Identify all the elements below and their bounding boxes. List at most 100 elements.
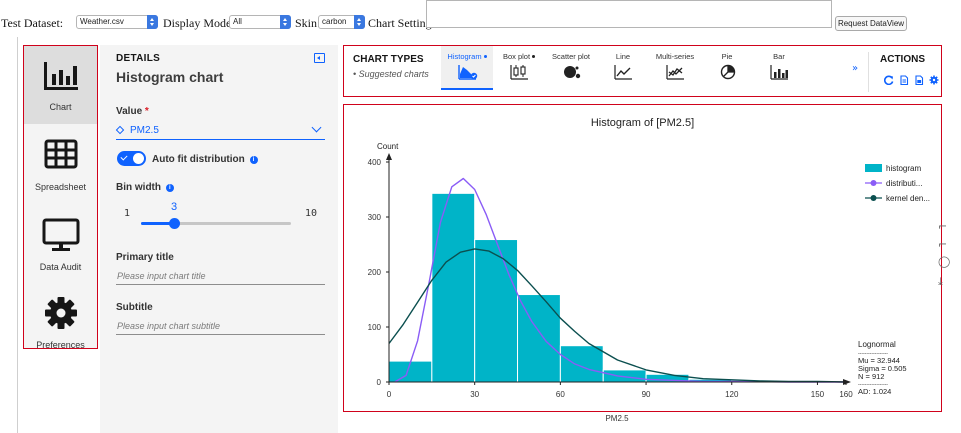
bin-width-max: 10 bbox=[305, 208, 318, 219]
primary-title-input[interactable] bbox=[116, 268, 325, 285]
annotation-footer: AD: 1.024 bbox=[858, 387, 891, 396]
slider-thumb[interactable] bbox=[169, 218, 181, 229]
annotation-separator: ------------------ bbox=[858, 382, 888, 388]
y-tick-label: 400 bbox=[368, 158, 382, 167]
x-tick-label: 150 bbox=[811, 390, 825, 399]
suggested-dot bbox=[532, 55, 536, 58]
auto-fit-label-text: Auto fit distribution bbox=[152, 154, 245, 165]
tab-line[interactable]: Line bbox=[597, 46, 649, 90]
skin-select[interactable]: carbon bbox=[318, 15, 365, 29]
chart-types-heading: CHART TYPES bbox=[353, 54, 424, 65]
document-icon[interactable] bbox=[899, 70, 909, 89]
nav-item-spreadsheet[interactable]: Spreadsheet bbox=[24, 126, 97, 204]
chart-panel: Histogram of [PM2.5] 0 100 200 300 400 0 30 60 9… bbox=[343, 104, 942, 412]
x-axis-arrow bbox=[843, 379, 851, 385]
page-divider bbox=[17, 37, 18, 433]
x-tick-label: 60 bbox=[556, 390, 565, 399]
pie-chart-icon bbox=[720, 64, 736, 80]
kernel-density-line bbox=[388, 248, 847, 383]
tab-box-plot[interactable]: Box plot bbox=[493, 46, 545, 90]
display-mode-select[interactable]: All bbox=[229, 15, 291, 29]
collapse-panel-icon[interactable] bbox=[314, 53, 325, 63]
legend-label: distributi... bbox=[886, 179, 922, 188]
tab-histogram[interactable]: Histogram bbox=[441, 46, 493, 90]
annotation-heading: Lognormal bbox=[858, 340, 896, 349]
nav-item-label: Preferences bbox=[36, 340, 85, 350]
dataset-select[interactable]: Weather.csv bbox=[76, 15, 158, 29]
primary-title-label: Primary title bbox=[116, 252, 174, 263]
tab-label: Line bbox=[615, 52, 631, 61]
tab-scatter-plot[interactable]: Scatter plot bbox=[545, 46, 597, 90]
crop-icon[interactable]: ⌐ bbox=[938, 220, 948, 233]
y-tick-label: 300 bbox=[368, 213, 382, 222]
subtitle-input[interactable] bbox=[116, 318, 325, 335]
gear-icon bbox=[45, 297, 77, 329]
chart-setting-textarea[interactable] bbox=[426, 0, 832, 28]
nav-item-data-audit[interactable]: Data Audit bbox=[24, 206, 97, 284]
nav-item-preferences[interactable]: Preferences bbox=[24, 284, 97, 362]
bin-width-min: 1 bbox=[124, 208, 131, 219]
value-label-text: Value bbox=[116, 106, 143, 117]
double-chevron-down-icon[interactable]: » bbox=[852, 63, 859, 74]
skin-label: Skin: bbox=[295, 16, 321, 30]
toggle-knob bbox=[133, 153, 144, 164]
x-tick-label: 160 bbox=[839, 390, 853, 399]
x-tick-label: 90 bbox=[642, 390, 651, 399]
bin-width-value: 3 bbox=[171, 201, 178, 213]
x-tick-label: 120 bbox=[725, 390, 739, 399]
x-tick-label: 30 bbox=[470, 390, 479, 399]
info-icon[interactable]: i bbox=[165, 184, 174, 192]
histogram-bar bbox=[602, 369, 647, 383]
chevron-down-icon bbox=[311, 122, 322, 133]
actions-divider bbox=[868, 52, 869, 92]
table-icon bbox=[44, 139, 78, 169]
image-export-icon[interactable] bbox=[914, 70, 924, 89]
subtitle-label: Subtitle bbox=[116, 302, 153, 313]
select-arrows-icon bbox=[280, 15, 291, 29]
y-tick-label: 0 bbox=[377, 378, 382, 387]
dataset-select-value: Weather.csv bbox=[80, 17, 124, 26]
suggested-dot bbox=[483, 55, 487, 58]
bin-width-slider[interactable] bbox=[141, 218, 291, 229]
suggested-charts-note: • Suggested charts bbox=[353, 69, 429, 79]
bar-chart-icon bbox=[770, 65, 788, 80]
x-tick-label: 0 bbox=[387, 390, 392, 399]
legend-marker bbox=[870, 180, 877, 186]
request-dataview-button[interactable]: Request DataView bbox=[835, 16, 907, 31]
auto-fit-toggle[interactable] bbox=[117, 151, 146, 166]
histogram-bar bbox=[474, 239, 519, 383]
chart-types-bar: CHART TYPES • Suggested charts Histogram… bbox=[343, 45, 942, 97]
y-axis-arrow bbox=[386, 153, 392, 160]
line-chart-icon bbox=[614, 65, 632, 80]
bin-width-label: Bin width i bbox=[116, 182, 174, 193]
info-icon[interactable]: i bbox=[249, 156, 258, 164]
legend-label: histogram bbox=[886, 164, 921, 173]
y-tick-label: 100 bbox=[368, 323, 382, 332]
value-field-label: Value * bbox=[116, 106, 149, 117]
actions-heading: ACTIONS bbox=[880, 54, 925, 65]
dataset-label: Test Dataset: bbox=[1, 16, 64, 30]
distribution-line bbox=[394, 177, 846, 383]
gear-icon[interactable] bbox=[929, 70, 939, 89]
nav-item-chart[interactable]: Chart bbox=[24, 46, 97, 124]
histogram-bar bbox=[559, 345, 604, 383]
reset-zoom-icon[interactable]: ◯ bbox=[938, 255, 951, 268]
download-icon[interactable]: ⤓ bbox=[938, 275, 943, 288]
multi-series-icon bbox=[666, 65, 684, 80]
tab-label: Pie bbox=[721, 52, 733, 61]
y-axis-title: Count bbox=[377, 142, 399, 151]
legend-marker bbox=[870, 195, 877, 201]
top-toolbar: Test Dataset: Weather.csv Display Mode: … bbox=[0, 0, 961, 38]
crop-icon[interactable]: ⌐ bbox=[938, 238, 948, 251]
tab-multi-series[interactable]: Multi-series bbox=[649, 46, 701, 90]
select-arrows-icon bbox=[147, 15, 158, 29]
nav-item-label: Spreadsheet bbox=[34, 182, 87, 192]
histogram-bar bbox=[431, 192, 476, 383]
value-select[interactable]: PM2.5 bbox=[115, 122, 325, 140]
annotation-line: Sigma = 0.505 bbox=[858, 364, 907, 373]
tab-bar[interactable]: Bar bbox=[753, 46, 805, 90]
histogram-chart[interactable]: 0 100 200 300 400 0 30 60 90 120 150 160 Count histog… bbox=[344, 105, 941, 411]
tab-pie[interactable]: Pie bbox=[701, 46, 753, 90]
auto-fit-label: Auto fit distribution i bbox=[152, 154, 258, 165]
refresh-icon[interactable] bbox=[883, 70, 894, 89]
